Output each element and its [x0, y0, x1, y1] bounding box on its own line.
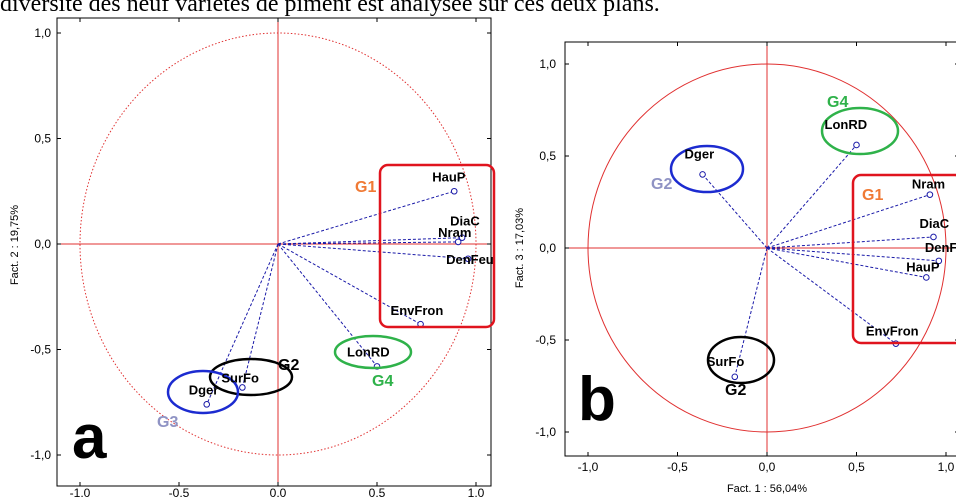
variable-label: LonRD	[347, 344, 390, 359]
variable-label: EnvFron	[866, 324, 919, 339]
variable-point	[731, 373, 739, 381]
variable-label: Nram	[438, 225, 471, 240]
loading-vector	[766, 236, 934, 249]
loading-vector	[734, 247, 768, 377]
variable-label: SurFo	[707, 354, 745, 369]
group-ellipse	[706, 335, 776, 385]
loading-vector	[766, 194, 931, 249]
variable-label: Dger	[189, 382, 219, 397]
x-tick-label: 1,0	[468, 486, 485, 497]
y-tick-label: 1,0	[539, 57, 556, 71]
variable-label: Nram	[912, 177, 945, 192]
y-tick-label: -1,0	[535, 425, 556, 439]
variable-point	[458, 234, 466, 241]
plot-area	[57, 18, 491, 486]
y-tick-label: -1,0	[30, 448, 51, 462]
loading-vector	[766, 247, 897, 345]
group-box	[378, 163, 496, 329]
variable-label: DenFeu	[925, 240, 956, 255]
y-tick-label: 1,0	[34, 26, 51, 40]
x-tick-label: 1,0	[938, 460, 955, 474]
variable-point	[454, 238, 462, 246]
x-tick-label: -0,5	[667, 460, 688, 474]
x-tick-label: 0,0	[759, 460, 776, 474]
variable-point	[464, 255, 472, 263]
panel-a: -1,0 -0,5 0,0 0,5 1,0 1,0 0,5 0,0 -0,5 -1,0 Fact. …	[9, 17, 496, 497]
y-tick-label: -0,5	[535, 333, 556, 347]
group-ellipse	[669, 144, 745, 194]
group-ellipse	[208, 357, 294, 397]
panel-b: -1,0 -0,5 0,0 0,5 1,0 1,0 0,5 0,0 -0,5 -1,0 Fact. …	[514, 41, 956, 495]
x-tick-label: -1,0	[70, 486, 91, 497]
panel-letter: a	[72, 403, 107, 472]
variable-point	[930, 233, 937, 241]
loading-vector	[277, 243, 378, 367]
loading-vector	[206, 243, 279, 405]
variable-point	[450, 187, 458, 195]
x-tick-label: -0,5	[169, 486, 190, 497]
loading-vector	[702, 174, 768, 249]
loading-vector	[241, 243, 279, 388]
group-label: G4	[372, 373, 393, 390]
variable-label: LonRD	[825, 117, 868, 132]
y-tick-label: 0,0	[539, 241, 556, 255]
loading-vector	[277, 190, 455, 245]
loading-vector	[277, 241, 459, 245]
group-ellipse	[820, 106, 900, 156]
y-tick-label: 0,0	[34, 237, 51, 251]
group-label: G1	[862, 187, 883, 204]
group-label: G2	[278, 357, 299, 374]
loading-vector	[277, 243, 469, 260]
variable-point	[853, 141, 860, 149]
x-tick-label: -1,0	[578, 460, 599, 474]
variable-point	[239, 384, 246, 391]
variable-point	[926, 191, 934, 198]
x-axis-label: Fact. 1 : 56,04%	[727, 483, 807, 495]
loading-vector	[766, 144, 857, 249]
variable-label: Dger	[685, 146, 715, 161]
plot-frame	[564, 41, 956, 457]
group-ellipse	[166, 369, 240, 415]
group-label: G1	[355, 179, 376, 196]
panel-letter: b	[578, 365, 616, 434]
variable-point	[935, 257, 943, 265]
variable-point	[923, 274, 930, 281]
group-label: G2	[651, 176, 672, 193]
group-label: G4	[827, 94, 848, 111]
variable-label: HauP	[906, 259, 940, 274]
variable-label: DiaC	[919, 216, 949, 231]
loading-vector	[277, 243, 421, 325]
x-tick-label: 0,5	[369, 486, 386, 497]
group-box	[851, 173, 956, 345]
x-tick-label: 0,5	[848, 460, 865, 474]
variable-label: SurFo	[221, 370, 259, 385]
group-label: G2	[725, 382, 746, 399]
y-tick-label: 0,5	[34, 132, 51, 146]
variable-label: DiaC	[450, 214, 480, 229]
loading-vector	[766, 247, 927, 278]
variable-label: DenFeu	[446, 252, 494, 267]
plot-area	[565, 42, 956, 456]
x-tick-label: 0,0	[270, 486, 287, 497]
caption-text: diversité des neuf variétés de piment es…	[0, 0, 660, 17]
variable-point	[203, 401, 211, 408]
y-tick-label: 0,5	[539, 149, 556, 163]
y-tick-label: -0,5	[30, 343, 51, 357]
y-axis-label: Fact. 2 : 19,75%	[9, 205, 21, 285]
loading-vector	[277, 237, 463, 245]
group-label: G3	[157, 414, 178, 431]
variable-label: HauP	[432, 169, 466, 184]
y-axis-label: Fact. 3 : 17,03%	[514, 208, 526, 288]
plot-frame	[56, 17, 492, 487]
variable-label: EnvFron	[391, 303, 444, 318]
group-ellipse	[333, 334, 413, 370]
variable-point	[699, 171, 706, 178]
